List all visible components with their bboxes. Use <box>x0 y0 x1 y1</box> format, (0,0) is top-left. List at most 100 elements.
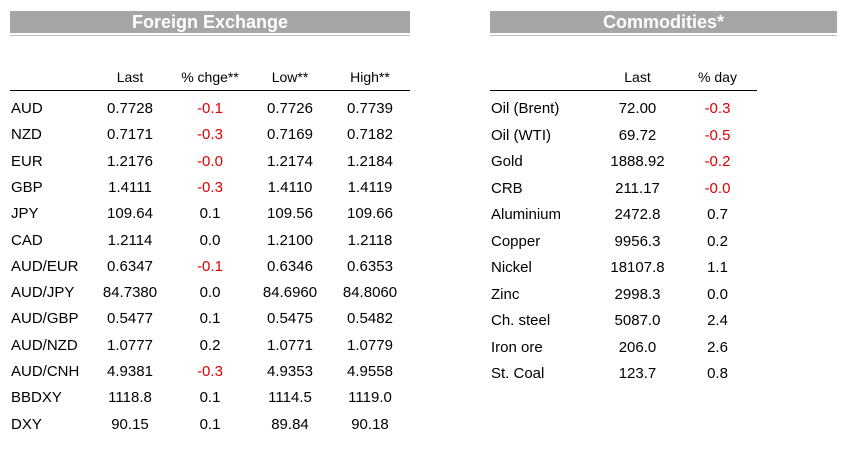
commodities-table-row: Aluminium 2472.8 0.7 <box>490 205 757 231</box>
commodities-cell-day: 2.4 <box>707 312 728 329</box>
fx-cell-low: 0.6346 <box>267 257 313 275</box>
fx-cell-last: 4.9381 <box>107 363 153 380</box>
fx-title: Foreign Exchange <box>10 11 410 33</box>
fx-cell-label: DXY <box>11 415 42 433</box>
commodities-table-row: St. Coal 123.7 0.8 <box>490 364 757 390</box>
commodities-table-row: CRB 211.17 -0.0 <box>490 179 757 205</box>
commodities-col-day: % day <box>698 69 737 85</box>
fx-cell-chg: 0.0 <box>199 231 221 249</box>
fx-table-row: BBDXY 1118.8 0.1 1114.5 1119.0 <box>10 388 410 414</box>
commodities-cell-label: Iron ore <box>491 338 543 356</box>
fx-cell-last: 90.15 <box>111 415 149 433</box>
commodities-cell-day: 0.0 <box>707 285 728 303</box>
fx-cell-label: AUD/GBP <box>11 310 79 328</box>
commodities-cell-day: 1.1 <box>707 259 728 276</box>
fx-cell-low: 0.7726 <box>267 100 313 117</box>
fx-cell-last: 84.7380 <box>102 284 158 302</box>
commodities-table-row: Oil (WTI) 69.72 -0.5 <box>490 126 757 152</box>
commodities-cell-day: -0.5 <box>704 126 731 144</box>
fx-cell-low: 1.0771 <box>267 336 313 354</box>
commodities-cell-label: Oil (Brent) <box>491 100 560 117</box>
fx-cell-chg: 0.1 <box>199 389 221 407</box>
fx-cell-chg: 0.2 <box>199 336 221 354</box>
fx-cell-low: 1.4110 <box>267 178 313 196</box>
fx-cell-high: 1.2184 <box>347 152 393 170</box>
fx-cell-low: 84.6960 <box>262 284 318 302</box>
fx-cell-high: 0.7182 <box>347 126 393 144</box>
fx-cell-low: 109.56 <box>267 205 313 223</box>
fx-table-row: JPY 109.64 0.1 109.56 109.66 <box>10 204 410 230</box>
commodities-cell-day: 0.7 <box>707 206 728 223</box>
commodities-table-row: Nickel 18107.8 1.1 <box>490 258 757 284</box>
commodities-cell-last: 206.0 <box>618 338 657 356</box>
fx-cell-high: 0.5482 <box>347 310 393 328</box>
commodities-cell-last: 123.7 <box>618 365 657 382</box>
fx-col-high: High** <box>350 69 390 85</box>
fx-cell-chg: -0.0 <box>197 152 223 170</box>
commodities-panel: Commodities* Last % day Oil (Brent) 72.00… <box>490 11 837 382</box>
commodities-cell-label: Copper <box>491 232 541 250</box>
fx-table-row: NZD 0.7171 -0.3 0.7169 0.7182 <box>10 125 410 151</box>
fx-table-row: GBP 1.4111 -0.3 1.4110 1.4119 <box>10 178 410 204</box>
fx-cell-last: 1.2176 <box>107 152 153 170</box>
fx-title-rule <box>10 35 410 36</box>
fx-table-row: EUR 1.2176 -0.0 1.2174 1.2184 <box>10 152 410 178</box>
commodities-cell-label: CRB <box>491 179 523 197</box>
fx-cell-high: 1.0779 <box>347 336 393 354</box>
commodities-cell-day: -0.0 <box>704 179 731 197</box>
fx-cell-label: AUD/CNH <box>11 363 80 380</box>
fx-cell-label: GBP <box>11 178 43 196</box>
fx-cell-last: 0.6347 <box>107 257 153 275</box>
fx-cell-low: 89.84 <box>271 415 309 433</box>
commodities-cell-label: Aluminium <box>491 206 562 223</box>
fx-table-row: AUD/CNH 4.9381 -0.3 4.9353 4.9558 <box>10 362 410 388</box>
fx-cell-last: 1118.8 <box>108 389 152 407</box>
fx-cell-high: 84.8060 <box>342 284 398 302</box>
fx-cell-label: NZD <box>11 126 42 144</box>
fx-cell-high: 90.18 <box>351 415 389 433</box>
fx-cell-low: 1.2100 <box>267 231 313 249</box>
commodities-cell-last: 1888.92 <box>610 153 665 170</box>
fx-cell-high: 0.6353 <box>347 257 393 275</box>
fx-table-row: AUD 0.7728 -0.1 0.7726 0.7739 <box>10 99 410 125</box>
fx-cell-chg: 0.1 <box>199 415 221 433</box>
commodities-cell-last: 9956.3 <box>614 232 661 250</box>
fx-cell-label: BBDXY <box>11 389 62 407</box>
commodities-title: Commodities* <box>490 11 837 33</box>
fx-header-row: Last % chge** Low** High** <box>10 68 410 91</box>
fx-cell-high: 1.2118 <box>347 231 393 249</box>
fx-cell-last: 1.4111 <box>108 178 152 196</box>
fx-table-row: AUD/NZD 1.0777 0.2 1.0771 1.0779 <box>10 336 410 362</box>
fx-cell-label: AUD/EUR <box>11 257 79 275</box>
fx-col-last: Last <box>116 69 144 85</box>
fx-cell-low: 1.2174 <box>267 152 313 170</box>
fx-cell-low: 0.5475 <box>267 310 313 328</box>
commodities-table-row: Oil (Brent) 72.00 -0.3 <box>490 99 757 125</box>
commodities-cell-label: Gold <box>491 153 523 170</box>
fx-cell-last: 0.7171 <box>107 126 153 144</box>
commodities-title-rule <box>490 35 837 36</box>
commodities-table-row: Copper 9956.3 0.2 <box>490 232 757 258</box>
fx-cell-high: 109.66 <box>347 205 393 223</box>
fx-cell-chg: 0.0 <box>199 284 221 302</box>
fx-cell-low: 0.7169 <box>267 126 313 144</box>
fx-cell-chg: 0.1 <box>199 205 221 223</box>
commodities-table-row: Iron ore 206.0 2.6 <box>490 338 757 364</box>
commodities-cell-day: 0.8 <box>707 365 728 382</box>
commodities-cell-day: 0.2 <box>707 232 728 250</box>
commodities-cell-label: Ch. steel <box>491 312 551 329</box>
fx-table-row: DXY 90.15 0.1 89.84 90.18 <box>10 415 410 441</box>
commodities-cell-day: 2.6 <box>707 338 728 356</box>
fx-cell-chg: -0.3 <box>197 178 223 196</box>
commodities-cell-last: 72.00 <box>618 100 657 117</box>
fx-cell-last: 0.5477 <box>107 310 153 328</box>
fx-cell-label: EUR <box>11 152 43 170</box>
fx-col-chg: % chge** <box>181 69 239 85</box>
fx-cell-low: 1114.5 <box>268 389 312 407</box>
fx-cell-last: 0.7728 <box>107 100 153 117</box>
fx-cell-label: CAD <box>11 231 43 249</box>
fx-cell-chg: -0.1 <box>197 257 223 275</box>
fx-cell-chg: 0.1 <box>199 310 221 328</box>
fx-cell-low: 4.9353 <box>267 363 313 380</box>
fx-table-row: CAD 1.2114 0.0 1.2100 1.2118 <box>10 231 410 257</box>
